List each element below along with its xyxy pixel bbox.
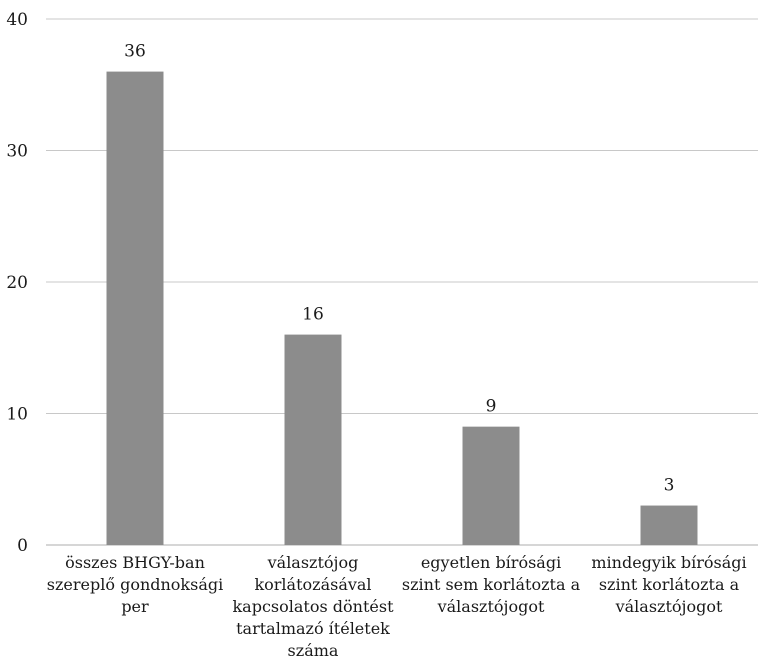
data-label: 9 <box>486 397 497 417</box>
x-tick-label-line: tartalmazó ítéletek <box>236 619 390 638</box>
x-tick-label-line: kapcsolatos döntést <box>232 597 394 616</box>
x-tick-label: választójog korlátozásával kapcsolatos dön… <box>232 553 394 660</box>
data-label: 16 <box>302 305 324 325</box>
bar <box>640 505 698 545</box>
x-tick-label: mindegyik bírósági szint korlátozta a vála… <box>591 553 746 616</box>
y-tick-label: 20 <box>6 273 28 293</box>
y-axis: 0 10 20 30 40 <box>6 10 28 556</box>
x-tick-label-line: korlátozásával <box>254 575 371 594</box>
data-label: 3 <box>664 476 675 496</box>
x-tick-label-line: egyetlen bírósági <box>421 553 561 572</box>
y-tick-label: 30 <box>6 142 28 162</box>
x-tick-label-line: szereplő gondnoksági <box>47 575 223 594</box>
x-tick-label-line: szint sem korlátozta a <box>402 575 581 594</box>
x-tick-label-line: választójog <box>267 553 359 572</box>
data-label: 36 <box>124 42 146 62</box>
bar <box>106 71 164 545</box>
x-tick-label-line: per <box>121 597 149 616</box>
bar <box>284 334 342 545</box>
x-tick-label-line: összes BHGY-ban <box>65 553 205 572</box>
x-axis: összes BHGY-ban szereplő gondnoksági per vá… <box>47 553 747 660</box>
x-tick-label-line: mindegyik bírósági <box>591 553 746 572</box>
x-tick-label-line: szint korlátozta a <box>599 575 740 594</box>
x-tick-label-line: választójogot <box>615 597 723 616</box>
bars <box>106 71 698 545</box>
y-tick-label: 40 <box>6 10 28 30</box>
y-tick-label: 10 <box>6 405 28 425</box>
x-tick-label-line: választójogot <box>437 597 545 616</box>
data-labels: 36 16 9 3 <box>124 42 674 496</box>
x-tick-label: egyetlen bírósági szint sem korlátozta a v… <box>402 553 581 616</box>
bar <box>462 426 520 545</box>
x-tick-label-line: száma <box>288 641 339 660</box>
y-tick-label: 0 <box>17 536 28 556</box>
gridlines <box>46 18 758 546</box>
x-tick-label: összes BHGY-ban szereplő gondnoksági per <box>47 553 223 616</box>
